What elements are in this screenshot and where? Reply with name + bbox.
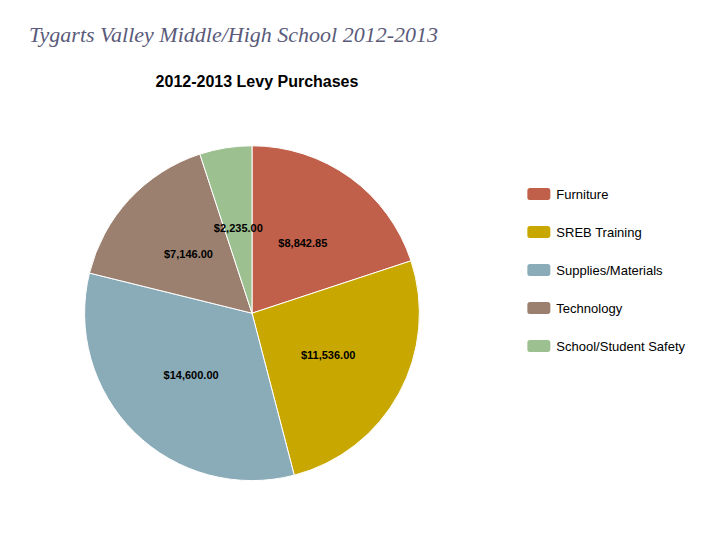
svg-text:Tygarts Valley Middle/High Sch: Tygarts Valley Middle/High School 2012-2…: [29, 22, 438, 47]
svg-text:SREB Training: SREB Training: [556, 225, 641, 240]
svg-text:$2,235.00: $2,235.00: [214, 222, 263, 234]
svg-text:$11,536.00: $11,536.00: [301, 349, 355, 361]
svg-text:$7,146.00: $7,146.00: [164, 248, 213, 260]
svg-text:Furniture: Furniture: [556, 187, 608, 202]
svg-text:Supplies/Materials: Supplies/Materials: [556, 263, 663, 278]
svg-text:2012-2013 Levy Purchases: 2012-2013 Levy Purchases: [156, 73, 359, 90]
svg-text:Technology: Technology: [556, 301, 622, 316]
svg-text:$14,600.00: $14,600.00: [164, 369, 219, 381]
svg-text:School/Student Safety: School/Student Safety: [556, 339, 685, 354]
svg-text:$8,842.85: $8,842.85: [278, 237, 327, 249]
